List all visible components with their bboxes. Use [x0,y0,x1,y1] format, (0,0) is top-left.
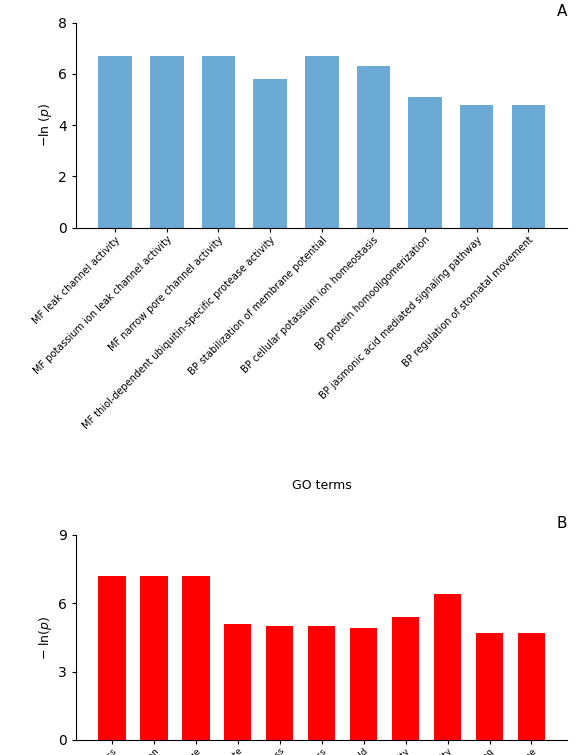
X-axis label: GO terms: GO terms [292,479,352,492]
Bar [392,617,419,740]
Bar [476,633,503,740]
Text: A: A [557,4,567,19]
Bar [150,56,184,227]
Bar [98,576,126,740]
Y-axis label: $-$ln ($p$): $-$ln ($p$) [37,103,54,147]
Bar [305,56,339,227]
Bar [140,576,167,740]
Bar [98,56,132,227]
Bar [253,79,287,227]
Bar [202,56,235,227]
Bar [518,633,545,740]
Bar [434,594,461,740]
Bar [511,105,545,227]
Bar [308,626,335,740]
Y-axis label: $-$ ln($p$): $-$ ln($p$) [37,615,54,660]
Bar [224,624,252,740]
Bar [183,576,209,740]
Bar [350,628,377,740]
Bar [408,97,442,227]
Bar [460,105,494,227]
Text: B: B [557,516,567,531]
Bar [266,626,294,740]
Bar [357,66,390,227]
